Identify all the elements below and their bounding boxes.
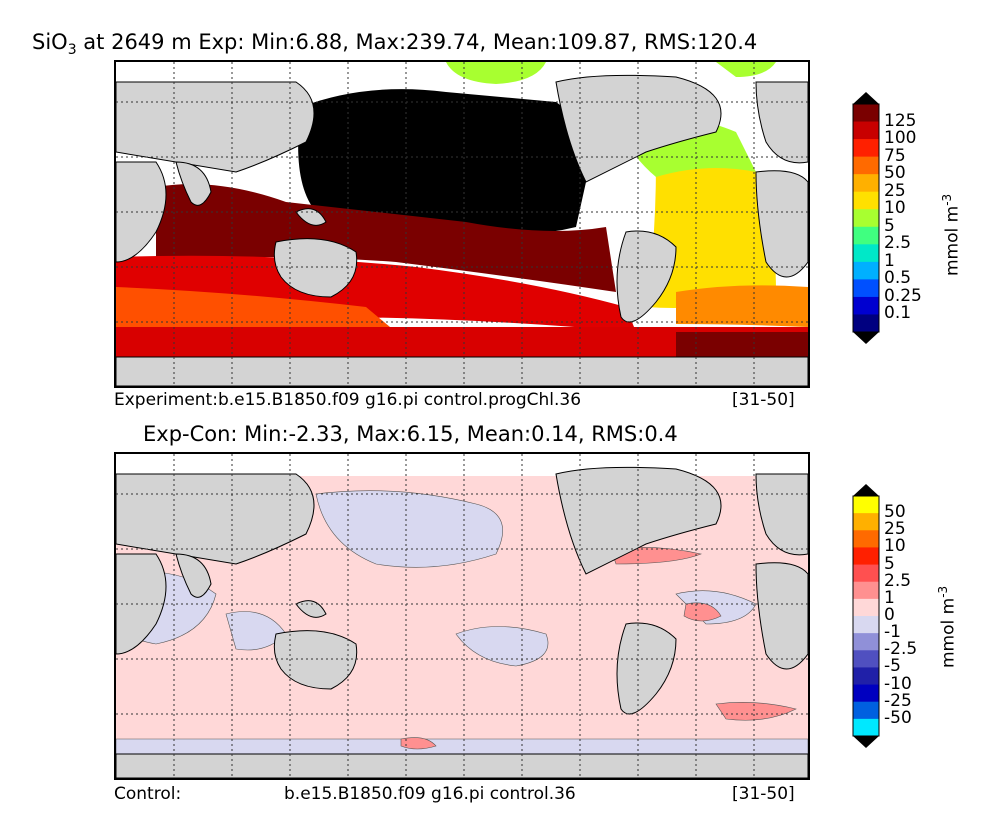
top-colorbar-unit: mmol m-3 — [940, 194, 963, 276]
colorbar-tick-label: 125 — [884, 110, 917, 131]
top-title-sub: 3 — [67, 42, 77, 59]
colorbar-tick-label: 0.1 — [884, 303, 912, 324]
bottom-caption-left: Control: — [114, 784, 182, 804]
colorbar-tick-label: -2.5 — [884, 639, 918, 660]
colorbar-tick-label: 100 — [884, 128, 917, 149]
top-unit-exp: -3 — [940, 193, 954, 206]
pacific-blue-patch — [315, 490, 503, 568]
colorbar-segment — [853, 296, 879, 315]
colorbar-segment — [853, 513, 879, 531]
colorbar-segment — [853, 496, 879, 514]
bottom-colorbar-unit: mmol m-3 — [936, 586, 959, 668]
colorbar-tick-label: 0.25 — [884, 285, 922, 306]
bottom-colorbar-svg — [852, 484, 880, 748]
colorbar-tick-label: 2.5 — [884, 233, 912, 254]
colorbar-tick-label: -5 — [884, 656, 901, 677]
pacific-black-region — [298, 89, 586, 234]
atlantic-yellow-region — [646, 160, 776, 308]
colorbar-tick-label: 25 — [884, 519, 906, 540]
colorbar-segment — [853, 581, 879, 600]
colorbar-extend-bottom — [853, 736, 879, 748]
colorbar-tick-label: 1 — [884, 587, 895, 608]
bottom-chart-title: Exp-Con: Min:-2.33, Max:6.15, Mean:0.14,… — [143, 422, 678, 446]
colorbar-tick-label: -10 — [884, 673, 912, 694]
bottom-unit-text: mmol m — [938, 597, 959, 668]
colorbar-tick-label: 25 — [884, 180, 906, 201]
bottom-caption-right: [31-50] — [732, 784, 795, 804]
colorbar-tick-label: 50 — [884, 502, 906, 523]
top-colorbar — [852, 92, 880, 344]
colorbar-segment — [853, 564, 879, 583]
top-caption-left: Experiment:b.e15.B1850.f09 g16.pi contro… — [114, 390, 582, 410]
africa-land-west — [116, 161, 167, 263]
colorbar-tick-label: 10 — [884, 536, 906, 557]
colorbar-tick-label: 0 — [884, 605, 895, 625]
eurasia-land-east — [755, 81, 808, 164]
top-colorbar-svg — [852, 92, 880, 344]
bottom-caption-center: b.e15.B1850.f09 g16.pi control.36 — [284, 784, 576, 804]
bottom-unit-exp: -3 — [936, 585, 950, 598]
top-title-var: SiO — [32, 30, 68, 54]
colorbar-extend-top — [853, 484, 879, 496]
bottom-map-plot — [114, 452, 810, 780]
antarctica-land — [116, 356, 808, 386]
colorbar-segment — [853, 718, 879, 737]
top-caption-right: [31-50] — [732, 390, 795, 410]
southern-orange-region — [116, 287, 396, 332]
colorbar-tick-label: 5 — [884, 215, 895, 236]
colorbar-segment — [853, 633, 879, 651]
colorbar-tick-label: 2.5 — [884, 570, 912, 591]
india-land — [175, 161, 212, 206]
colorbar-segment — [853, 244, 879, 263]
colorbar-extend-bottom — [853, 332, 879, 344]
australia-land — [273, 238, 358, 298]
colorbar-tick-label: 1 — [884, 250, 895, 271]
colorbar-tick-label: 0.5 — [884, 268, 912, 289]
colorbar-segment — [853, 530, 879, 548]
colorbar-extend-top — [853, 92, 879, 104]
colorbar-tick-label: -25 — [884, 690, 912, 711]
colorbar-segment — [853, 226, 879, 245]
colorbar-tick-label: 5 — [884, 553, 895, 574]
colorbar-segment — [853, 104, 879, 123]
top-title-rest: at 2649 m Exp: Min:6.88, Max:239.74, Mea… — [76, 30, 758, 54]
top-unit-text: mmol m — [942, 205, 963, 276]
indian-darkred-region — [156, 184, 616, 292]
colorbar-segment — [853, 314, 879, 333]
africa-land — [755, 170, 808, 278]
colorbar-segment — [853, 261, 879, 280]
colorbar-segment — [853, 616, 879, 634]
colorbar-segment — [853, 156, 879, 175]
colorbar-segment — [853, 209, 879, 228]
colorbar-segment — [853, 547, 879, 566]
south-america-land — [616, 230, 677, 323]
colorbar-segment — [853, 667, 879, 686]
colorbar-segment — [853, 121, 879, 140]
eurasia-land — [116, 81, 315, 173]
colorbar-tick-label: -1 — [884, 622, 901, 643]
colorbar-tick-label: 10 — [884, 198, 906, 219]
colorbar-segment — [853, 701, 879, 720]
colorbar-tick-label: -50 — [884, 707, 912, 728]
top-chart-title: SiO3 at 2649 m Exp: Min:6.88, Max:239.74… — [32, 30, 757, 58]
colorbar-tick-label: 75 — [884, 145, 906, 166]
colorbar-segment — [853, 279, 879, 298]
colorbar-segment — [853, 684, 879, 703]
colorbar-segment — [853, 598, 879, 617]
bottom-colorbar — [852, 484, 880, 748]
colorbar-segment — [853, 191, 879, 210]
colorbar-segment — [853, 139, 879, 158]
colorbar-segment — [853, 650, 879, 668]
top-map-plot — [114, 60, 810, 388]
colorbar-tick-label: 50 — [884, 163, 906, 184]
colorbar-segment — [853, 174, 879, 193]
